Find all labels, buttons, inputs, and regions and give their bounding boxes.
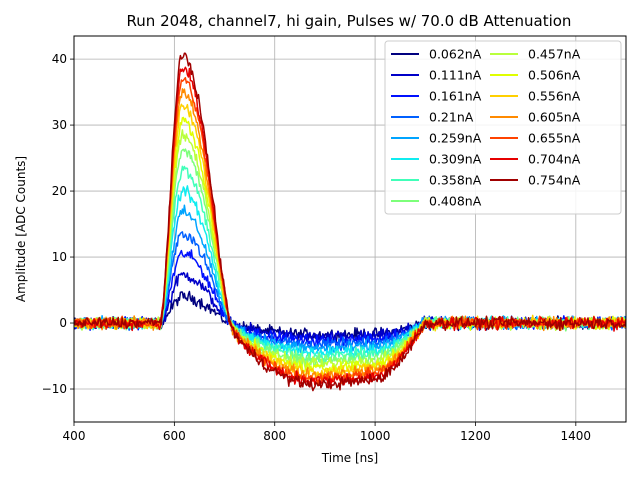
- legend-entry: 0.605nA: [528, 110, 581, 125]
- legend-entry: 0.704nA: [528, 152, 581, 167]
- legend-entry: 0.259nA: [429, 131, 482, 146]
- y-axis-ticks: −10 0 10 20 30 40: [42, 52, 74, 396]
- x-axis-label: Time [ns]: [321, 451, 378, 465]
- legend-box: [384, 40, 622, 215]
- y-axis-label: Amplitude [ADC Counts]: [14, 156, 28, 302]
- legend-entry: 0.309nA: [429, 152, 482, 167]
- y-tick-label: 20: [52, 184, 67, 198]
- x-tick-label: 400: [63, 429, 86, 443]
- y-tick-label: 30: [52, 118, 67, 132]
- x-tick-label: 600: [163, 429, 186, 443]
- x-axis-ticks: 400 600 800 1000 1200 1400: [63, 422, 592, 443]
- y-tick-label: −10: [42, 382, 67, 396]
- legend-entry: 0.655nA: [528, 131, 581, 146]
- legend-entry: 0.062nA: [429, 47, 482, 62]
- legend-entry: 0.358nA: [429, 173, 482, 188]
- plot-frame: [73, 35, 627, 423]
- legend-entry: 0.408nA: [429, 194, 482, 209]
- legend-entry: 0.111nA: [429, 68, 482, 83]
- series-line-0.754nA: [74, 52, 626, 392]
- x-tick-label: 1400: [561, 429, 592, 443]
- legend: 0.062nA 0.111nA 0.161nA 0.21nA 0.259nA 0.309n…: [384, 40, 622, 215]
- y-tick-label: 0: [59, 316, 67, 330]
- x-tick-label: 1200: [460, 429, 491, 443]
- chart-title: Run 2048, channel7, hi gain, Pulses w/ 7…: [127, 12, 572, 30]
- y-tick-label: 10: [52, 250, 67, 264]
- legend-entry: 0.556nA: [528, 89, 581, 104]
- legend-entry: 0.457nA: [528, 47, 581, 62]
- legend-entry: 0.161nA: [429, 89, 482, 104]
- legend-entry: 0.754nA: [528, 173, 581, 188]
- legend-entry: 0.506nA: [528, 68, 581, 83]
- x-tick-label: 1000: [360, 429, 391, 443]
- x-tick-label: 800: [263, 429, 286, 443]
- traces: [74, 52, 626, 392]
- legend-entry: 0.21nA: [429, 110, 474, 125]
- y-tick-label: 40: [52, 52, 67, 66]
